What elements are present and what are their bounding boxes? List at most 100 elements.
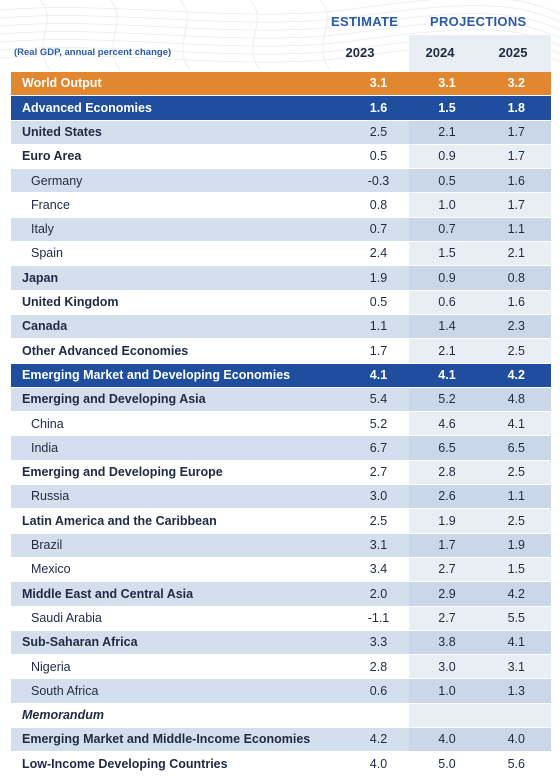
row-label: Euro Area [11, 144, 345, 170]
value-2025: 1.6 [481, 290, 551, 315]
row-label: Memorandum [11, 703, 345, 729]
value-2024: 1.9 [412, 508, 482, 534]
table-row: Brazil 3.1 1.7 1.9 [11, 533, 551, 558]
table-row: Spain 2.4 1.5 2.1 [11, 241, 551, 267]
value-2023: 2.4 [344, 241, 413, 267]
value-2025 [481, 703, 551, 729]
value-2024: 1.4 [412, 314, 482, 340]
row-label: Emerging Market and Developing Economies [11, 363, 345, 388]
row-label: Russia [11, 484, 345, 510]
value-2025: 3.1 [481, 654, 551, 680]
table-row: Low-Income Developing Countries 4.0 5.0 5.6 [11, 751, 551, 777]
value-2024 [412, 703, 482, 729]
value-2023: 6.7 [344, 435, 413, 461]
value-2025: 5.6 [481, 751, 551, 777]
value-2025: 1.6 [481, 168, 551, 194]
value-2025: 4.1 [481, 411, 551, 437]
table-row: Advanced Economies 1.6 1.5 1.8 [11, 95, 551, 121]
value-2025: 1.3 [481, 678, 551, 704]
value-2024: 2.8 [412, 460, 482, 486]
value-2024: 4.1 [412, 363, 482, 388]
value-2025: 4.1 [481, 630, 551, 656]
table-row: France 0.8 1.0 1.7 [11, 192, 551, 218]
table-row: Emerging Market and Middle-Income Econom… [11, 727, 551, 753]
value-2024: 5.2 [412, 387, 482, 413]
value-2025: 1.8 [481, 95, 551, 121]
table-row: Middle East and Central Asia 2.0 2.9 4.2 [11, 581, 551, 607]
value-2024: 2.1 [412, 338, 482, 364]
row-label: South Africa [11, 678, 345, 704]
value-2024: 5.0 [412, 751, 482, 777]
row-label: Other Advanced Economies [11, 338, 345, 364]
value-2023: -0.3 [344, 168, 413, 194]
value-2025: 6.5 [481, 435, 551, 461]
value-2025: 2.5 [481, 338, 551, 364]
gdp-growth-table: World Output 3.1 3.1 3.2 Advanced Economies 1… [11, 72, 551, 777]
row-label: Mexico [11, 557, 345, 583]
value-2024: 1.5 [412, 95, 482, 121]
value-2023: 2.5 [344, 120, 413, 145]
table-row: Mexico 3.4 2.7 1.5 [11, 557, 551, 583]
table-row: Italy 0.7 0.7 1.1 [11, 217, 551, 243]
row-label: United States [11, 120, 345, 145]
table-row: Japan 1.9 0.9 0.8 [11, 265, 551, 291]
row-label: Emerging and Developing Asia [11, 387, 345, 413]
value-2025: 1.9 [481, 533, 551, 558]
table-row: Emerging Market and Developing Economies… [11, 363, 551, 388]
value-2025: 5.5 [481, 606, 551, 631]
value-2024: 0.9 [412, 144, 482, 170]
value-2023: 1.7 [344, 338, 413, 364]
value-2024: 2.7 [412, 557, 482, 583]
table-row: United Kingdom 0.5 0.6 1.6 [11, 290, 551, 315]
row-label: Middle East and Central Asia [11, 581, 345, 607]
value-2023: 5.2 [344, 411, 413, 437]
row-label: Low-Income Developing Countries [11, 751, 345, 777]
year-2023-heading: 2023 [345, 45, 375, 60]
value-2023: 0.8 [344, 192, 413, 218]
table-row: United States 2.5 2.1 1.7 [11, 120, 551, 145]
value-2023: 0.5 [344, 144, 413, 170]
value-2023: 0.7 [344, 217, 413, 243]
table-header: ESTIMATE PROJECTIONS (Real GDP, annual p… [0, 0, 560, 72]
table-row: Emerging and Developing Asia 5.4 5.2 4.8 [11, 387, 551, 413]
value-2024: 6.5 [412, 435, 482, 461]
row-label: Spain [11, 241, 345, 267]
value-2024: 2.7 [412, 606, 482, 631]
year-2025-heading: 2025 [498, 45, 528, 60]
value-2025: 2.3 [481, 314, 551, 340]
table-row: Other Advanced Economies 1.7 2.1 2.5 [11, 338, 551, 364]
units-note: (Real GDP, annual percent change) [14, 47, 172, 58]
row-label: Japan [11, 265, 345, 291]
value-2023: 2.0 [344, 581, 413, 607]
value-2024: 1.7 [412, 533, 482, 558]
value-2023: 2.5 [344, 508, 413, 534]
value-2024: 1.5 [412, 241, 482, 267]
value-2023: 3.1 [344, 533, 413, 558]
value-2023 [344, 703, 413, 729]
value-2025: 4.2 [481, 581, 551, 607]
value-2025: 4.2 [481, 363, 551, 388]
value-2024: 0.7 [412, 217, 482, 243]
value-2023: 5.4 [344, 387, 413, 413]
value-2024: 2.6 [412, 484, 482, 510]
projections-heading: PROJECTIONS [430, 14, 527, 29]
row-label: United Kingdom [11, 290, 345, 315]
row-label: China [11, 411, 345, 437]
table-row: Nigeria 2.8 3.0 3.1 [11, 654, 551, 680]
value-2023: 1.6 [344, 95, 413, 121]
row-label: Nigeria [11, 654, 345, 680]
value-2025: 3.2 [481, 72, 551, 97]
value-2024: 3.1 [412, 72, 482, 97]
table-row: Saudi Arabia -1.1 2.7 5.5 [11, 606, 551, 631]
row-label: France [11, 192, 345, 218]
table-row: China 5.2 4.6 4.1 [11, 411, 551, 437]
value-2023: 1.1 [344, 314, 413, 340]
table-row: World Output 3.1 3.1 3.2 [11, 72, 551, 97]
value-2023: 3.1 [344, 72, 413, 97]
value-2023: 0.6 [344, 678, 413, 704]
value-2025: 1.5 [481, 557, 551, 583]
value-2024: 1.0 [412, 192, 482, 218]
value-2024: 0.9 [412, 265, 482, 291]
value-2025: 2.5 [481, 460, 551, 486]
year-2024-heading: 2024 [425, 45, 455, 60]
